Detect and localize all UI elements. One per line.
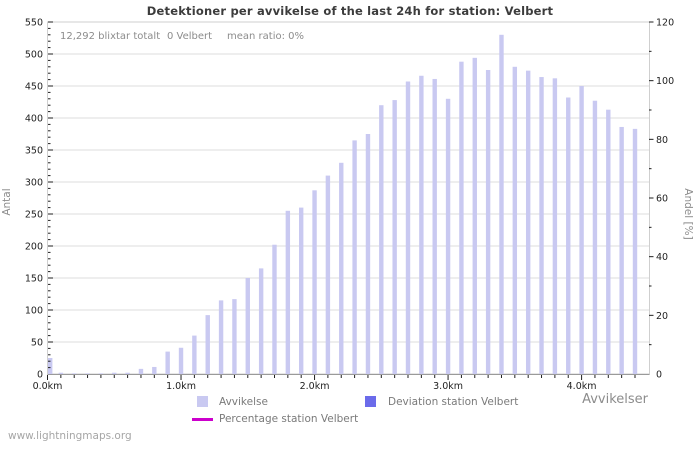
x-axis-tick-label: 0.0km	[33, 381, 63, 392]
chart-title: Detektioner per avvikelse of the last 24…	[146, 4, 554, 18]
y-axis-right-tick-label: 80	[656, 135, 668, 146]
bar	[539, 77, 544, 374]
y-axis-right-tick-label: 0	[656, 370, 662, 381]
annotation-mean-ratio: mean ratio: 0%	[227, 31, 305, 42]
bar	[98, 373, 104, 374]
x-axis-tick-label: 1.0km	[166, 381, 196, 392]
bar	[138, 368, 144, 374]
x-axis-tick-label: 2.0km	[300, 381, 330, 392]
bar	[48, 358, 53, 374]
bar	[619, 126, 624, 375]
annotation-total-strikes: 12,292 blixtar totalt	[60, 31, 161, 42]
watermark-url: www.lightningmaps.org	[8, 430, 132, 442]
x-axis-tick-label: 3.0km	[433, 381, 463, 392]
bar	[312, 190, 317, 374]
bar	[405, 81, 411, 375]
y-axis-left-tick-label: 100	[25, 306, 43, 317]
bar	[419, 75, 424, 374]
bar	[58, 372, 64, 374]
bar	[298, 207, 304, 374]
y-axis-left-tick-label: 0	[37, 370, 43, 381]
bar	[258, 268, 264, 374]
x-axis-tick-label: 4.0km	[567, 381, 597, 392]
bar	[606, 109, 611, 375]
y-axis-left-tick-label: 250	[25, 210, 43, 221]
bar	[552, 78, 558, 374]
legend-percentage-line-swatch	[192, 418, 213, 421]
bar	[525, 70, 531, 374]
bar	[365, 134, 371, 374]
bar	[112, 372, 117, 374]
bar	[178, 347, 184, 374]
y-axis-left-tick-label: 200	[25, 242, 43, 253]
y-axis-left-tick-label: 400	[25, 114, 43, 125]
bar	[192, 335, 197, 374]
y-axis-right-tick-label: 120	[656, 18, 674, 29]
bar	[339, 162, 344, 374]
y-axis-left-tick-label: 350	[25, 146, 43, 157]
bar	[125, 372, 130, 374]
bar	[85, 373, 90, 374]
y-axis-right-title: Andel [%]	[682, 188, 694, 240]
y-axis-right-tick-label: 60	[656, 194, 668, 205]
bar	[205, 315, 210, 374]
y-axis-right-tick-label: 100	[656, 76, 674, 87]
y-axis-left-tick-label: 550	[25, 18, 43, 29]
y-axis-left-tick-label: 450	[25, 82, 43, 93]
bar	[272, 244, 277, 374]
bar	[232, 299, 237, 374]
legend-avvikelse-label: Avvikelse	[219, 396, 268, 408]
bar	[512, 66, 518, 375]
bar	[459, 61, 464, 375]
y-axis-left-title: Antal	[1, 188, 13, 216]
bar	[445, 98, 451, 375]
bar	[592, 100, 598, 374]
legend-avvikelse-swatch	[197, 396, 208, 407]
bar	[485, 70, 491, 374]
legend-deviation-swatch	[365, 396, 376, 407]
bar	[499, 34, 504, 375]
bar	[432, 78, 437, 375]
y-axis-left-tick-label: 300	[25, 178, 43, 189]
bar	[392, 100, 397, 374]
bar	[472, 57, 477, 375]
x-axis-title: Avvikelser	[582, 392, 648, 407]
bar	[352, 140, 357, 374]
y-axis-right-tick-label: 40	[656, 252, 668, 263]
y-axis-right-tick-label: 20	[656, 311, 668, 322]
bar	[152, 366, 157, 374]
bar	[285, 210, 291, 374]
bar	[72, 373, 77, 374]
bar	[218, 300, 224, 374]
y-axis-left-tick-label: 500	[25, 50, 43, 61]
y-axis-left-tick-label: 150	[25, 274, 43, 285]
bar	[165, 351, 170, 374]
y-axis-left-tick-label: 50	[31, 338, 43, 349]
bar	[579, 86, 584, 374]
plot-border	[47, 21, 650, 375]
bar	[245, 278, 250, 374]
bar	[379, 105, 384, 374]
bar	[325, 175, 331, 374]
legend-deviation-label: Deviation station Velbert	[388, 396, 519, 408]
bar	[632, 128, 638, 374]
annotation-station-count: 0 Velbert	[167, 31, 213, 42]
bar	[566, 97, 571, 375]
legend-percentage-label: Percentage station Velbert	[219, 413, 359, 425]
